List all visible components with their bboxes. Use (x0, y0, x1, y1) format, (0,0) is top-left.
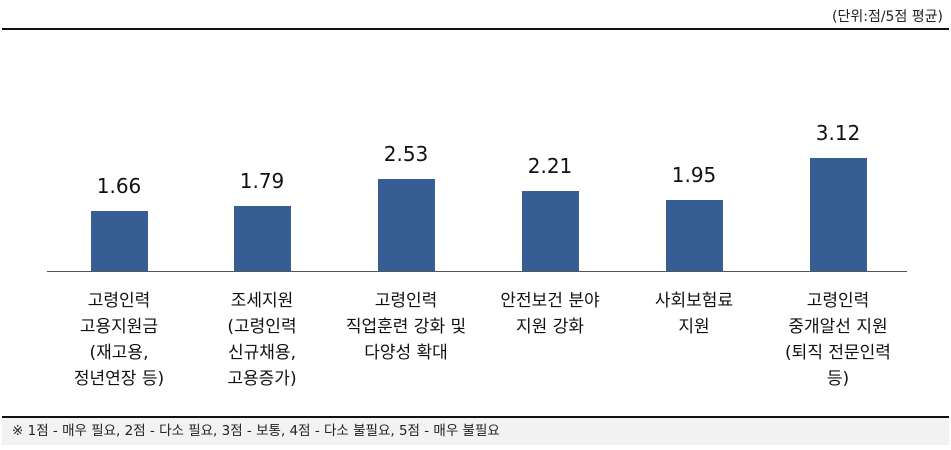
bottom-rule (2, 416, 949, 418)
top-rule (2, 28, 949, 30)
category-label: 고령인력 고용지원금 (재고용, 정년연장 등) (73, 291, 165, 389)
bar (378, 179, 435, 271)
scale-note: ※ 1점 - 매우 필요, 2점 - 다소 필요, 3점 - 보통, 4점 - … (2, 418, 949, 445)
bar (810, 158, 867, 271)
value-label: 2.21 (527, 154, 573, 178)
category-label: 고령인력 직업훈련 강화 및 다양성 확대 (345, 291, 467, 363)
value-label: 2.53 (383, 142, 429, 166)
bar (666, 200, 723, 271)
category-label: 사회보험료 지원 (654, 291, 734, 337)
value-label: 1.95 (671, 163, 717, 187)
category-label: 안전보건 분야 지원 강화 (500, 291, 600, 337)
category-label: 조세지원 (고령인력 신규채용, 고용증가) (227, 291, 297, 389)
value-label: 3.12 (815, 121, 861, 145)
x-axis-baseline (47, 271, 907, 272)
bar (91, 211, 148, 271)
value-label: 1.66 (96, 174, 142, 198)
unit-label: (단위:점/5점 평균) (832, 9, 943, 25)
bar (234, 206, 291, 271)
bar (522, 191, 579, 271)
category-label: 고령인력 중개알선 지원 (퇴직 전문인력 등) (785, 291, 891, 389)
value-label: 1.79 (239, 169, 285, 193)
